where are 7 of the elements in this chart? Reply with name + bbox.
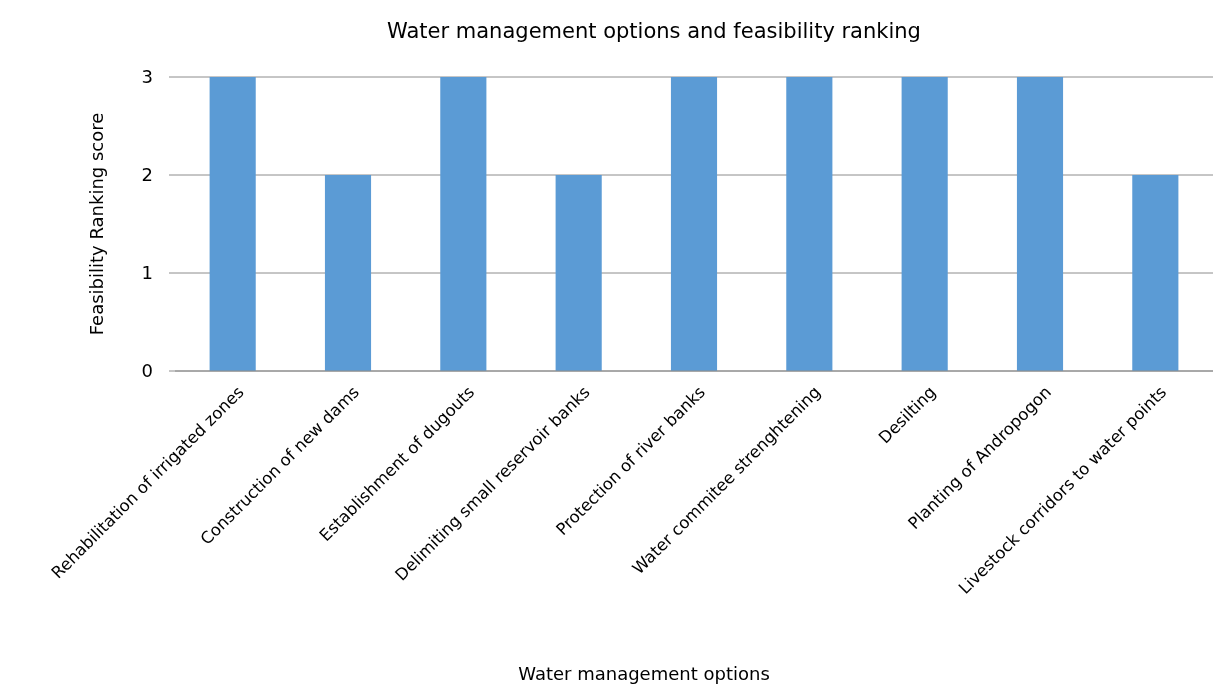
y-axis-title: Feasibility Ranking score xyxy=(86,112,107,336)
x-axis-title: Water management options xyxy=(518,663,770,684)
y-tick-label: 2 xyxy=(141,164,153,186)
y-tick-label: 0 xyxy=(141,360,153,382)
chart-title: Water management options and feasibility ranking xyxy=(387,19,921,43)
y-tick-label: 1 xyxy=(141,262,153,284)
y-tick-label: 3 xyxy=(141,66,153,88)
